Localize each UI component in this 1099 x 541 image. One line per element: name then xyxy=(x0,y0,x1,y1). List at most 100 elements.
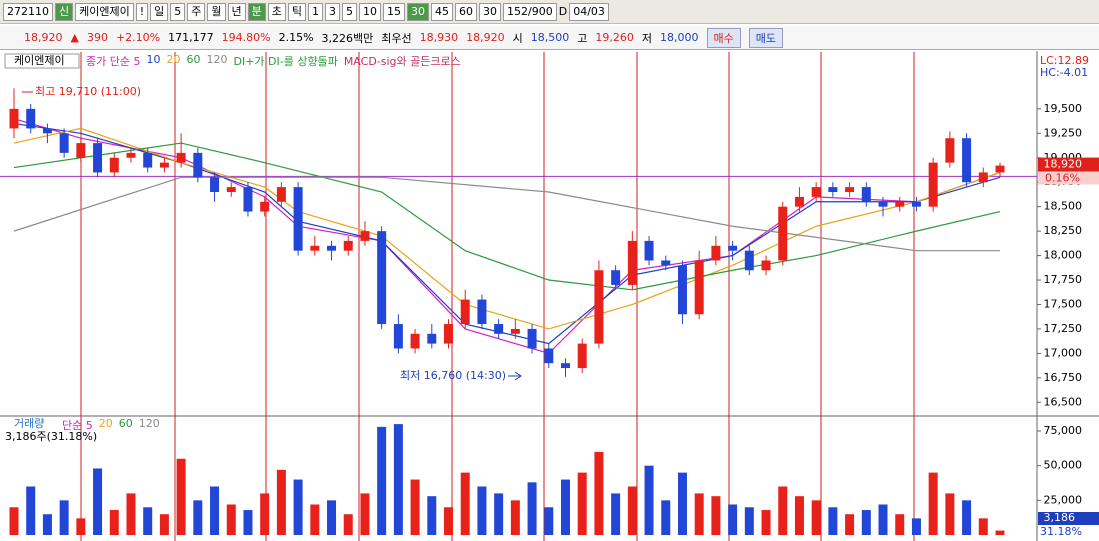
candle-body xyxy=(744,250,754,271)
quote-bar: 18,920 ▲ 390 +2.10% 171,177 194.80% 2.15… xyxy=(0,26,1099,50)
volume-bar xyxy=(744,507,754,535)
volume-bar xyxy=(945,493,955,535)
count-select[interactable]: 30 xyxy=(479,2,502,21)
period-button[interactable]: 분 xyxy=(247,2,266,21)
annotation-arrow xyxy=(508,371,522,381)
y-tick-label: 18,250 xyxy=(1044,224,1083,237)
toolbar: 272110 신 케이엔제이! 일 5 주 월 년 분 초 틱 1 3 5 10 15 30 45 60 30 152/… xyxy=(0,0,1099,24)
y-tick-label: 17,000 xyxy=(1044,346,1083,359)
volume-tag-label: 3,186 xyxy=(1044,511,1076,524)
volume-bar xyxy=(126,493,136,535)
price-tag xyxy=(1038,157,1099,172)
pct-tag-label: 0.16% xyxy=(1045,172,1080,185)
candle-body xyxy=(477,299,487,325)
period-button[interactable]: 10 xyxy=(359,2,382,21)
candle-body xyxy=(527,328,537,349)
candle-body xyxy=(93,143,103,173)
range: 152/900 xyxy=(503,2,557,21)
price-tag-label: 18,920 xyxy=(1044,158,1083,171)
candle-body xyxy=(978,172,988,183)
period-button[interactable]: 3 xyxy=(325,2,341,21)
volume-bar xyxy=(644,465,654,535)
volume-bar xyxy=(9,507,19,535)
high: 19,260 xyxy=(595,31,634,44)
candle-body xyxy=(995,165,1005,173)
candle-body xyxy=(494,324,504,334)
candle-body xyxy=(644,240,654,261)
period-button[interactable]: 30 xyxy=(407,2,430,21)
volume-bar xyxy=(560,479,570,535)
volume-bar xyxy=(260,493,270,535)
y-tick-label: 19,500 xyxy=(1044,102,1083,115)
volume-bar xyxy=(811,500,821,535)
volume-bar xyxy=(594,451,604,535)
period-button[interactable]: 45 xyxy=(431,2,454,21)
volume-bar xyxy=(293,479,303,535)
candle-body xyxy=(59,133,69,153)
period-button[interactable]: 월 xyxy=(207,2,226,21)
volume-info: 3,186주(31.18%) xyxy=(5,430,97,443)
candle-body xyxy=(410,333,420,349)
volume-bar xyxy=(159,514,169,535)
volume-bar xyxy=(444,507,454,535)
bid: 18,920 xyxy=(466,31,505,44)
candle-body xyxy=(460,299,470,325)
pct-tag xyxy=(1038,171,1099,185)
volume-bar xyxy=(962,500,972,535)
stock-name: 케이엔제이 xyxy=(75,2,134,21)
period-button[interactable]: 5 xyxy=(342,2,358,21)
period-button[interactable]: 년 xyxy=(227,2,246,21)
volume-bar xyxy=(911,518,921,535)
candle-body xyxy=(76,143,86,158)
candle-body xyxy=(360,231,370,241)
period-button[interactable]: 초 xyxy=(267,2,286,21)
volume-bar xyxy=(878,504,888,535)
alert-button[interactable]: ! xyxy=(135,2,149,21)
ask: 18,930 xyxy=(419,31,459,44)
candle-body xyxy=(126,152,136,158)
candle-body xyxy=(928,162,938,207)
candle-body xyxy=(828,187,838,192)
period-button[interactable]: 일 xyxy=(150,2,169,21)
candle-body xyxy=(594,270,604,344)
amount: 3,226백만 xyxy=(321,31,374,45)
candle-body xyxy=(343,240,353,251)
candle-body xyxy=(661,260,671,266)
candle-body xyxy=(677,265,687,315)
candle-body xyxy=(427,333,437,344)
legend-entry: 10 xyxy=(146,53,161,66)
volume-bar xyxy=(544,507,554,535)
candle-body xyxy=(627,240,637,285)
legend-entry: 60 xyxy=(118,417,133,430)
candle-body xyxy=(945,138,955,163)
candle-body xyxy=(895,201,905,207)
candle-body xyxy=(109,157,119,173)
period-button[interactable]: 주 xyxy=(187,2,206,21)
volume-bar xyxy=(93,468,103,535)
period-button[interactable]: 60 xyxy=(455,2,478,21)
period-button[interactable]: 1 xyxy=(308,2,324,21)
volume-bar xyxy=(360,493,370,535)
d-check[interactable]: D xyxy=(558,5,568,18)
candle-body xyxy=(911,201,921,207)
period-button[interactable]: 15 xyxy=(383,2,406,21)
volume-bar xyxy=(26,486,36,535)
period-button[interactable]: 틱 xyxy=(287,2,307,21)
candle-body xyxy=(143,152,153,168)
buy-button[interactable]: 매수 xyxy=(706,27,741,48)
candle-body xyxy=(728,245,738,251)
open-label: 시 xyxy=(512,31,523,45)
volume-bar xyxy=(677,472,687,535)
y-tick-label: 75,000 xyxy=(1044,424,1083,437)
high-label: 고 xyxy=(577,31,588,45)
volume-bar xyxy=(794,496,804,535)
candle-body xyxy=(293,187,303,251)
y-tick-label: 17,500 xyxy=(1044,297,1083,310)
volume-bar xyxy=(393,424,403,535)
volume-bar xyxy=(761,510,771,535)
sell-button[interactable]: 매도 xyxy=(748,27,784,48)
turnover: 2.15% xyxy=(278,31,314,44)
period-count[interactable]: 5 xyxy=(170,2,186,21)
volume-bar xyxy=(711,496,721,535)
